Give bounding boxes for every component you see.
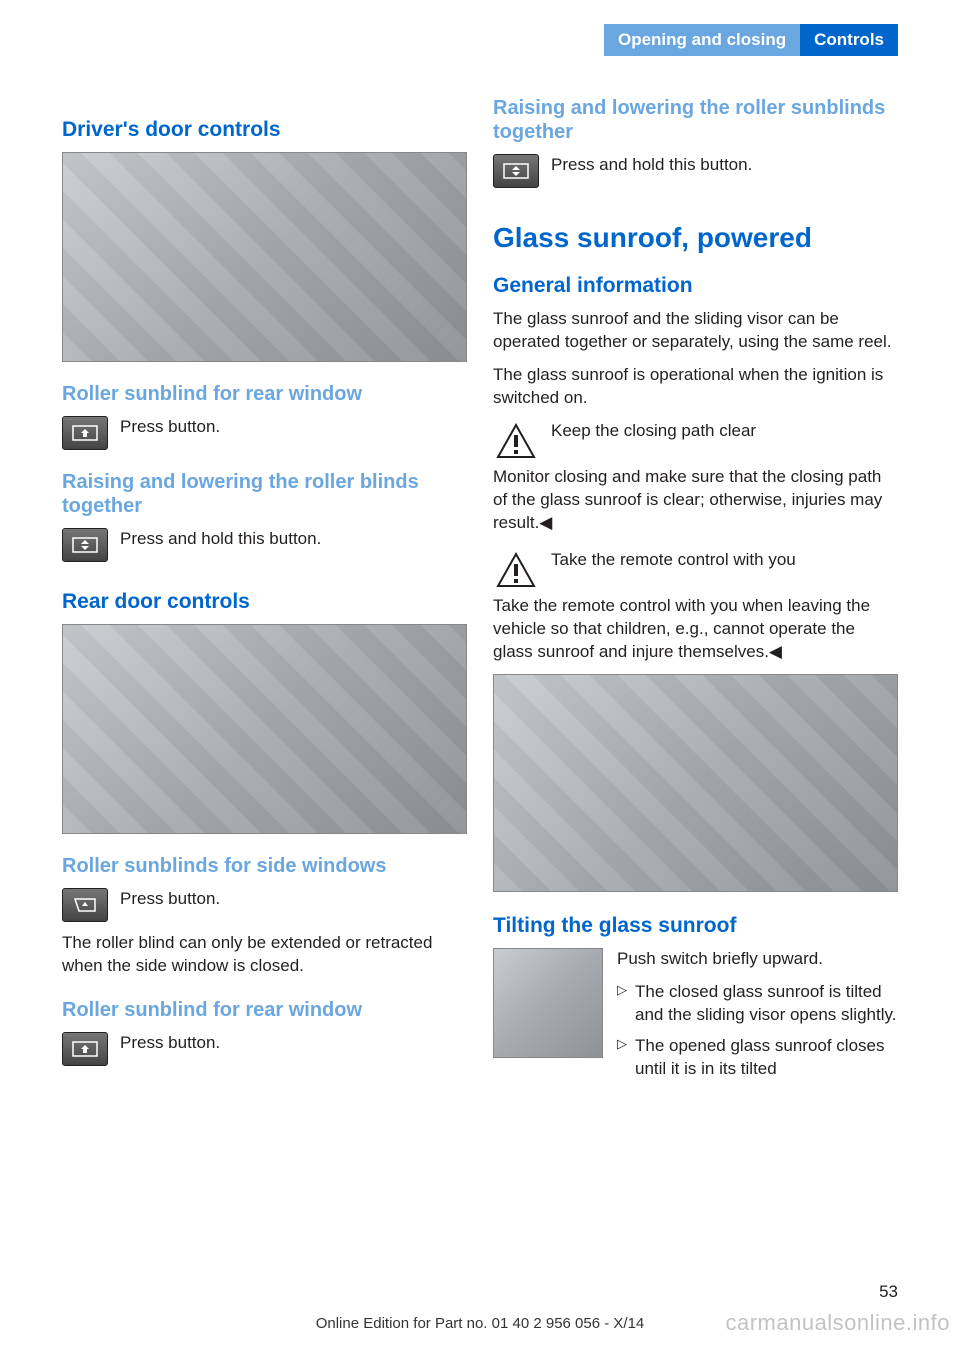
page-content: Driver's door controls Roller sunblind f… — [62, 96, 898, 1089]
side-sunblind-button-icon — [62, 888, 108, 922]
warning-1-title: Keep the closing path clear — [551, 420, 898, 443]
row-press-hold-2: Press and hold this button. — [493, 154, 898, 188]
tilt-bullet-2: The opened glass sunroof closes until it… — [617, 1035, 898, 1081]
warning-block-2: Take the remote control with you — [493, 549, 898, 591]
left-column: Driver's door controls Roller sunblind f… — [62, 96, 467, 1089]
heading-tilting-sunroof: Tilting the glass sunroof — [493, 914, 898, 938]
warning-1-body: Monitor closing and make sure that the c… — [493, 466, 898, 535]
heading-raise-lower-blinds: Raising and lowering the roller blinds t… — [62, 470, 467, 518]
row-press-button-1: Press button. — [62, 416, 467, 450]
text-general-p1: The glass sunroof and the sliding visor … — [493, 308, 898, 354]
warning-icon-2 — [493, 549, 539, 591]
tilt-bullet-list: The closed glass sunroof is tilted and t… — [617, 981, 898, 1081]
heading-roller-sunblind-rear: Roller sunblind for rear window — [62, 382, 467, 406]
heading-rear-door-controls: Rear door controls — [62, 590, 467, 614]
breadcrumb-section: Opening and closing — [604, 24, 800, 56]
text-press-hold-1: Press and hold this button. — [120, 528, 321, 551]
sunblind-button-icon — [62, 416, 108, 450]
text-press-button-2: Press button. — [120, 888, 220, 911]
sunblind-hold-button-icon — [62, 528, 108, 562]
image-rear-door — [62, 624, 467, 834]
heading-raise-lower-sunblinds: Raising and lowering the roller sunblind… — [493, 96, 898, 144]
text-press-button-1: Press button. — [120, 416, 220, 439]
sunblind-hold-button-icon-2 — [493, 154, 539, 188]
tilting-row: Push switch briefly upward. The closed g… — [493, 948, 898, 1089]
sunblind-button-icon-2 — [62, 1032, 108, 1066]
heading-roller-sunblind-rear-2: Roller sunblind for rear window — [62, 998, 467, 1022]
page-number: 53 — [879, 1282, 898, 1302]
text-tilt-intro: Push switch briefly upward. — [617, 948, 898, 971]
warning-2-body: Take the remote control with you when le… — [493, 595, 898, 664]
row-press-hold-1: Press and hold this button. — [62, 528, 467, 562]
text-press-hold-2: Press and hold this button. — [551, 154, 752, 177]
text-press-button-3: Press button. — [120, 1032, 220, 1055]
right-column: Raising and lowering the roller sunblind… — [493, 96, 898, 1089]
text-side-note: The roller blind can only be extended or… — [62, 932, 467, 978]
image-sunroof-panel — [493, 674, 898, 892]
heading-drivers-door-controls: Driver's door controls — [62, 118, 467, 142]
heading-roller-sunblinds-side: Roller sunblinds for side windows — [62, 854, 467, 878]
warning-2-title: Take the remote control with you — [551, 549, 898, 572]
warning-block-1: Keep the closing path clear — [493, 420, 898, 462]
image-tilt-switch — [493, 948, 603, 1058]
breadcrumb-chapter: Controls — [800, 24, 898, 56]
header-breadcrumb: Opening and closing Controls — [604, 24, 898, 56]
watermark: carmanualsonline.info — [725, 1310, 950, 1336]
row-press-button-3: Press button. — [62, 1032, 467, 1066]
heading-glass-sunroof: Glass sunroof, powered — [493, 222, 898, 254]
heading-general-information: General information — [493, 274, 898, 298]
image-drivers-door — [62, 152, 467, 362]
tilt-bullet-1: The closed glass sunroof is tilted and t… — [617, 981, 898, 1027]
warning-icon — [493, 420, 539, 462]
row-press-button-2: Press button. — [62, 888, 467, 922]
text-general-p2: The glass sunroof is operational when th… — [493, 364, 898, 410]
